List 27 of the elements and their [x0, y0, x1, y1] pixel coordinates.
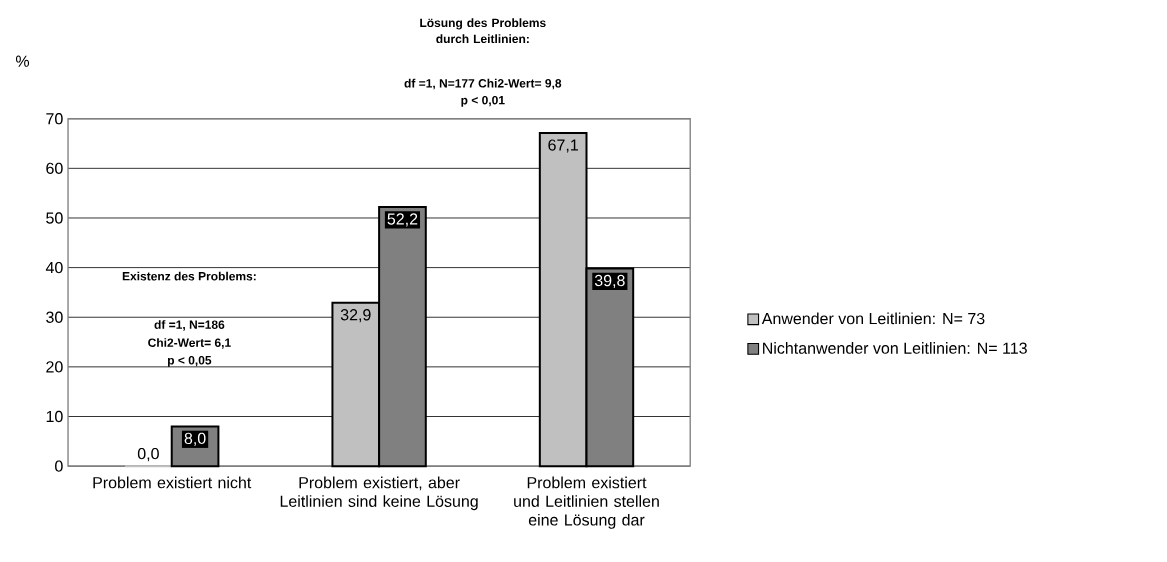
data-label: 39,8	[594, 274, 625, 289]
y-tick-label: 0	[55, 460, 63, 472]
x-tick-label: Problem existiert und Leitlinien stellen eine Lösung dar	[514, 476, 659, 529]
x-tick-label: Problem existiert nicht	[93, 476, 252, 489]
y-tick-label: 20	[46, 361, 63, 373]
y-tick-label: 40	[45, 261, 63, 274]
annotation: df =1, N=186	[154, 320, 225, 331]
data-label: 52,2	[387, 213, 418, 227]
text: Lösung des Problems durch Leitlinien:	[420, 18, 546, 44]
text: df =1, N=177 Chi2-Wert= 9,8	[404, 78, 562, 90]
legend-label: Anwender von Leitlinien: N= 73	[761, 312, 985, 325]
y-tick-label: 10	[46, 410, 63, 423]
text: p < 0,01	[461, 95, 505, 107]
y-tick-label: 70	[46, 112, 63, 125]
y-tick-label: 60	[46, 162, 63, 174]
annotation: p < 0,05	[168, 355, 212, 367]
annotation: Existenz des Problems:	[122, 271, 256, 281]
data-label: 67,1	[548, 139, 578, 153]
y-tick-label: 30	[46, 311, 63, 323]
x-tick-label: Problem existiert, aber Leitlinien sind keine Lösung	[280, 476, 478, 511]
y-axis-title: %	[15, 55, 30, 67]
legend-label: Nichtanwender von Leitlinien: N= 113	[763, 342, 1027, 354]
data-label: 32,9	[340, 309, 371, 323]
data-label: 0,0	[137, 447, 159, 462]
data-label: 8,0	[184, 432, 206, 446]
annotation: Chi2-Wert= 6,1	[148, 338, 231, 349]
y-tick-label: 50	[46, 212, 63, 224]
